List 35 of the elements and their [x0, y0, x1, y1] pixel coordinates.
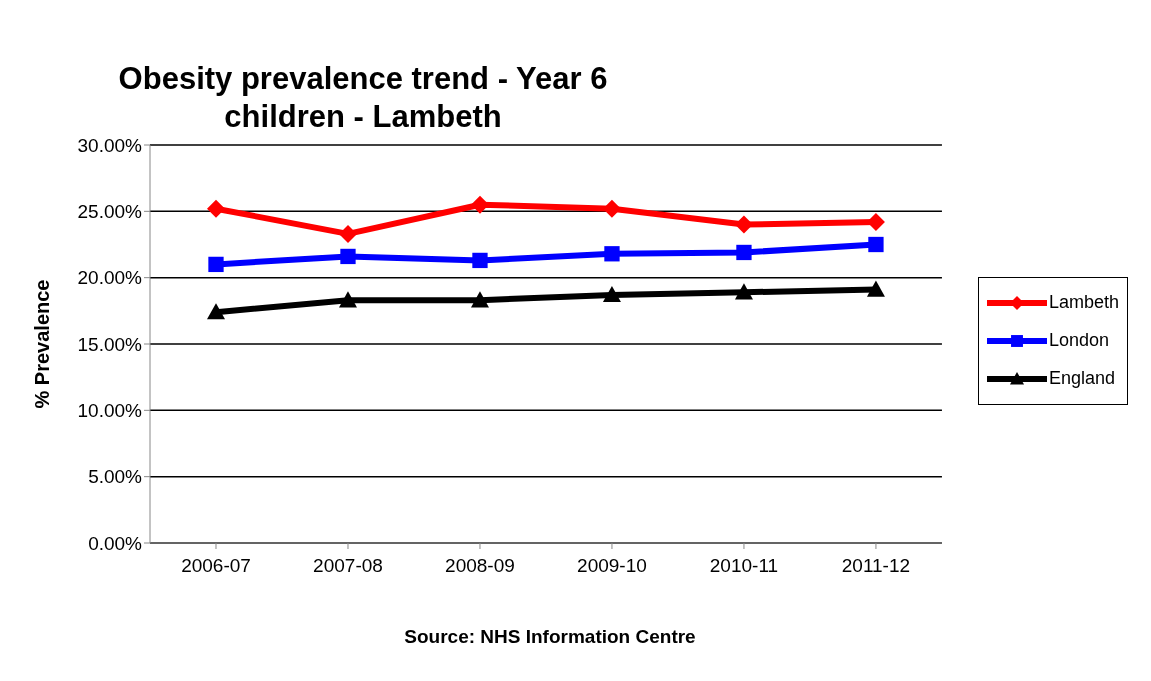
point — [734, 215, 753, 234]
x-tick-label: 2006-07 — [181, 555, 251, 577]
legend-label: London — [1048, 330, 1110, 351]
y-tick-label: 5.00% — [88, 466, 143, 488]
point — [470, 195, 489, 214]
x-tick-label: 2011-12 — [841, 555, 911, 577]
y-tick-label: 20.00% — [77, 267, 143, 289]
x-tick-label: 2010-11 — [709, 555, 779, 577]
point — [338, 224, 357, 243]
point — [338, 291, 357, 308]
point — [206, 303, 225, 320]
point — [736, 244, 752, 261]
point — [602, 285, 621, 303]
source-note: Source: NHS Information Centre — [403, 626, 697, 648]
x-tick-label: 2008-09 — [445, 555, 515, 577]
y-axis-title: % Prevalence — [31, 279, 54, 409]
point — [470, 291, 489, 308]
y-tick-label: 15.00% — [77, 333, 143, 355]
point — [866, 280, 885, 297]
y-tick-label: 0.00% — [88, 532, 143, 554]
legend-label: England — [1048, 368, 1115, 389]
y-tick-label: 10.00% — [77, 400, 143, 422]
point — [868, 236, 884, 253]
point — [472, 252, 488, 269]
y-tick-label: 30.00% — [77, 134, 143, 156]
point — [734, 283, 753, 300]
legend-label: Lambeth — [1048, 292, 1119, 313]
point — [206, 199, 225, 218]
point — [604, 246, 620, 262]
point — [208, 256, 224, 273]
x-tick-label: 2007-08 — [313, 555, 383, 577]
chart-title: Obesity prevalence trend - Year 6 children - Lambeth — [117, 60, 609, 136]
x-tick-label: 2009-10 — [577, 555, 647, 577]
point — [340, 248, 356, 265]
y-tick-label: 25.00% — [77, 201, 143, 223]
